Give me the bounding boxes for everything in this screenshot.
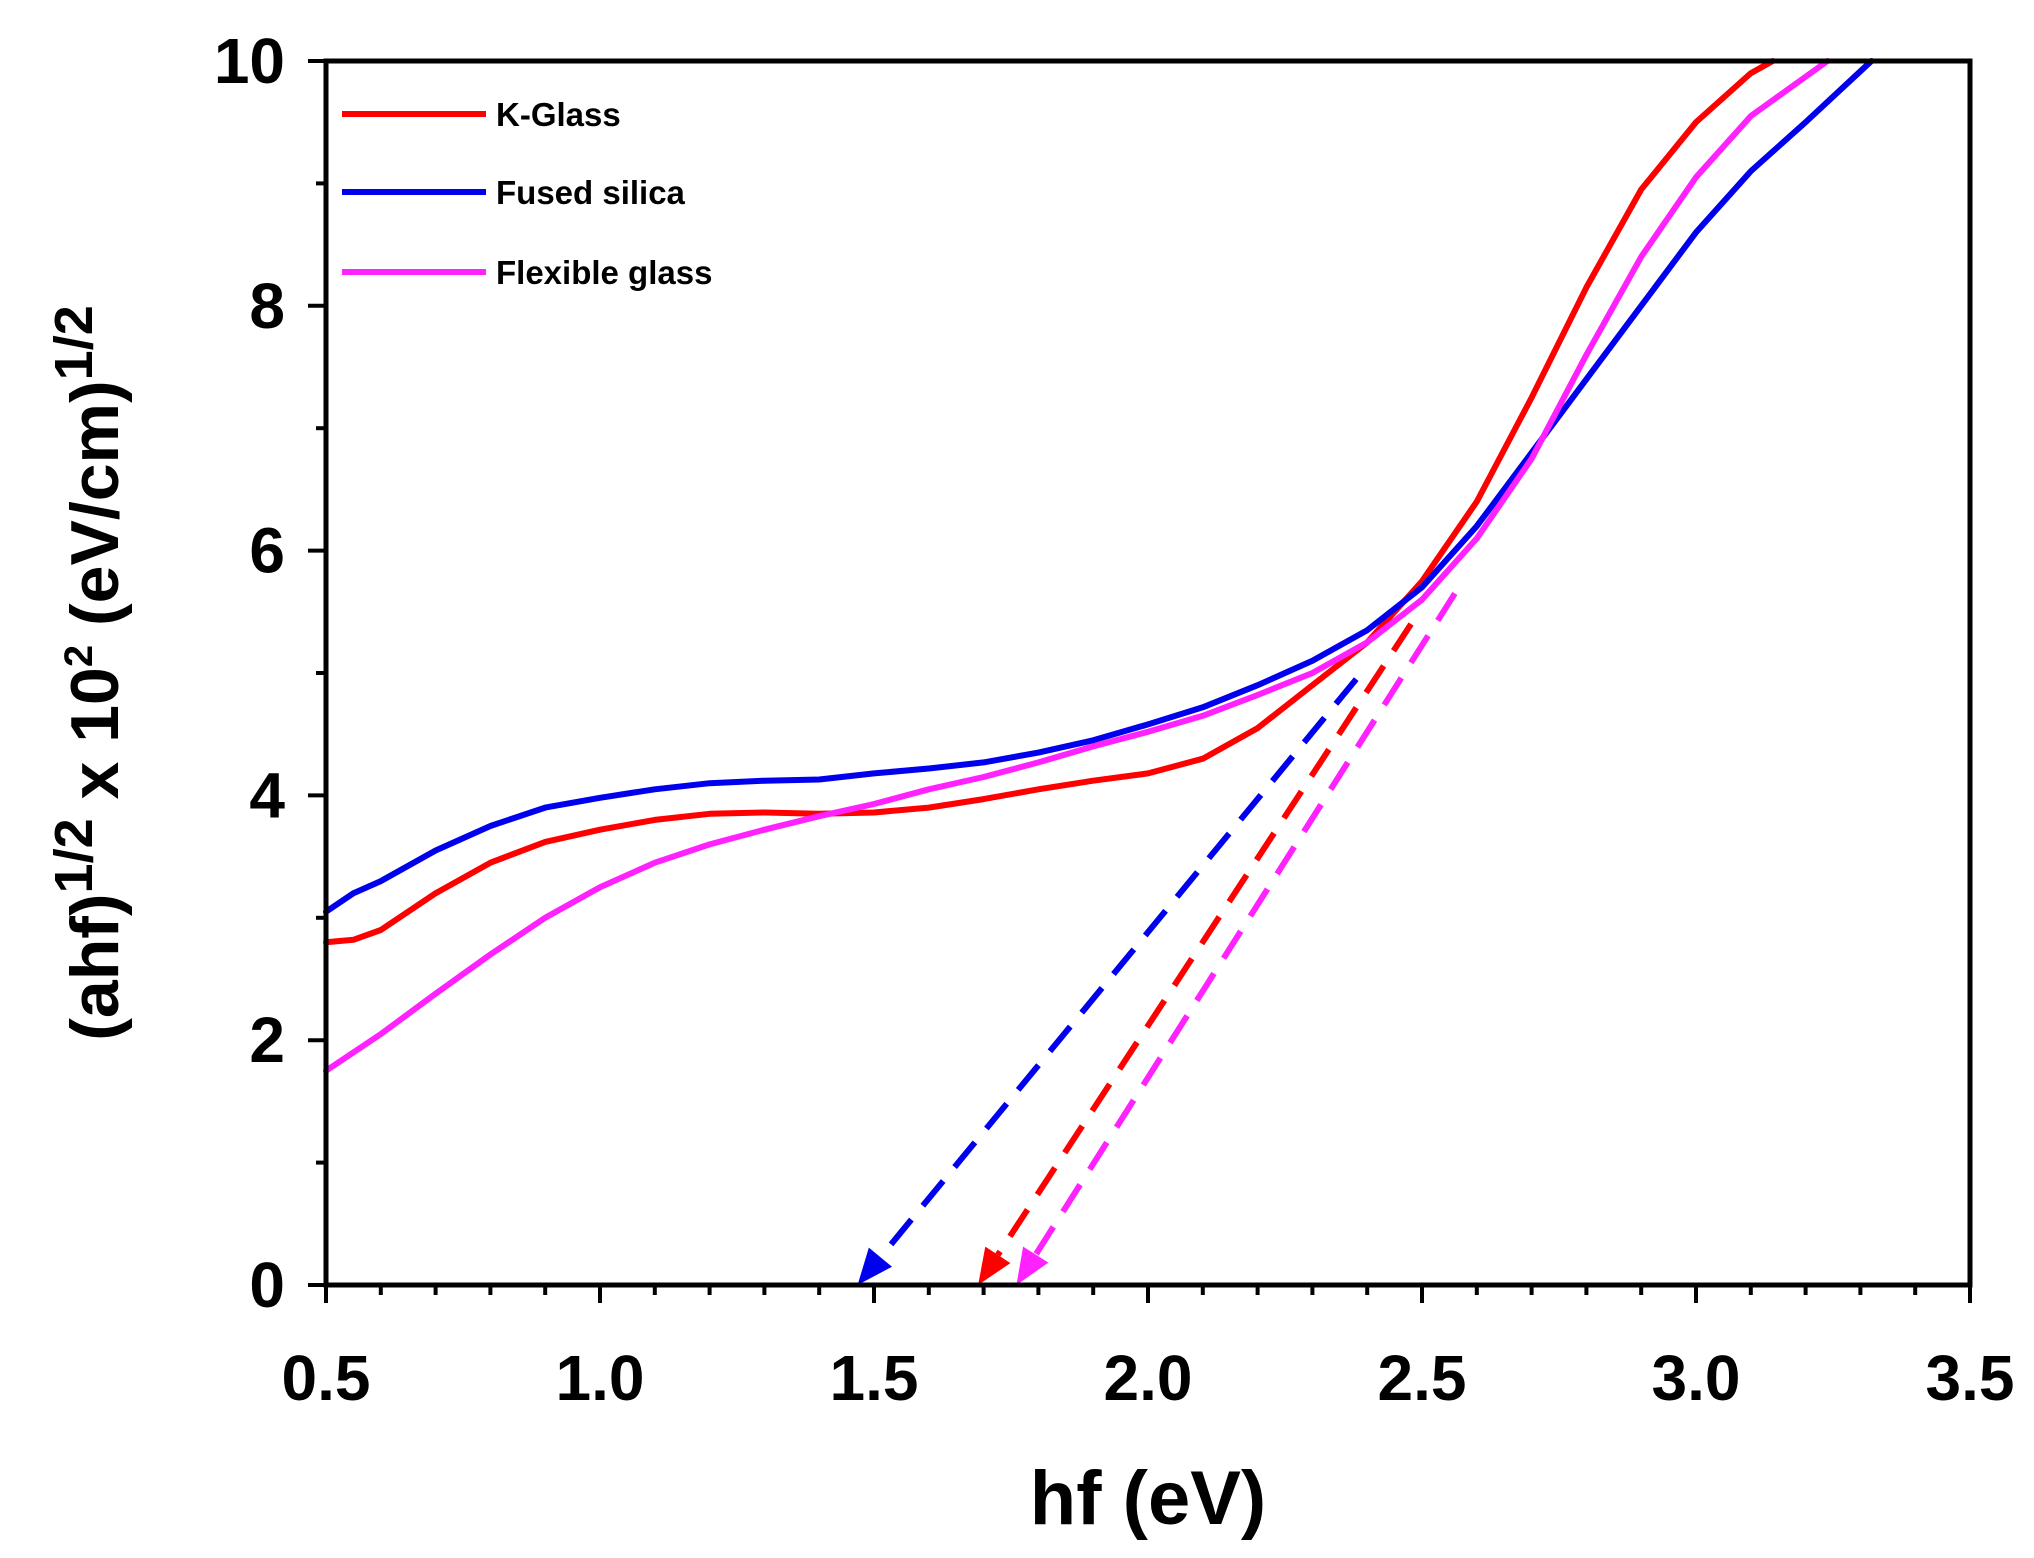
extrapolation-arrow-fused-silica bbox=[857, 1247, 893, 1285]
legend-label-fused-silica: Fused silica bbox=[496, 174, 686, 211]
data-series bbox=[323, 58, 1875, 1074]
y-axis-title-base: (ahf) bbox=[57, 893, 133, 1040]
y-tick-label: 10 bbox=[214, 25, 285, 97]
extrapolation-arrow-k-glass bbox=[978, 1246, 1011, 1285]
y-axis-title-exponent-2: 2 bbox=[57, 645, 101, 667]
y-axis-title: (ahf)1/2 x 102 (eV/cm)1/2 bbox=[44, 305, 133, 1040]
y-tick-label: 2 bbox=[249, 1004, 285, 1076]
legend-label-flexible-glass: Flexible glass bbox=[496, 254, 712, 291]
y-axis-title-exponent-3: 1/2 bbox=[44, 305, 104, 380]
y-axis-title-exponent-1: 1/2 bbox=[44, 818, 104, 893]
plot-frame bbox=[323, 58, 1973, 1288]
y-tick-label: 6 bbox=[249, 515, 285, 587]
extrapolation-lines bbox=[857, 591, 1458, 1285]
legend-label-k-glass: K-Glass bbox=[496, 96, 621, 133]
x-tick-label: 3.0 bbox=[1652, 1342, 1741, 1414]
y-axis-title-unit: (eV/cm) bbox=[57, 380, 133, 645]
extrapolation-line-fused-silica bbox=[878, 677, 1359, 1260]
y-tick-label: 4 bbox=[249, 759, 285, 831]
x-tick-label: 1.0 bbox=[556, 1342, 645, 1414]
y-axis-title-multiplier: x 10 bbox=[57, 667, 133, 818]
axis-tick-labels: 0.5 1.0 1.5 2.0 2.5 3.0 3.5 0 2 4 6 8 10 bbox=[214, 25, 2015, 1414]
x-tick-label: 2.5 bbox=[1378, 1342, 1467, 1414]
series-line-flexible-glass bbox=[323, 58, 1831, 1074]
x-axis-title: hf (eV) bbox=[1030, 1456, 1266, 1541]
y-tick-label: 0 bbox=[249, 1249, 285, 1321]
x-tick-label: 1.5 bbox=[830, 1342, 919, 1414]
extrapolation-line-flexible-glass bbox=[1033, 591, 1458, 1257]
series-line-fused-silica bbox=[323, 58, 1875, 915]
x-tick-label: 0.5 bbox=[282, 1342, 371, 1414]
x-tick-label: 2.0 bbox=[1104, 1342, 1193, 1414]
extrapolation-arrow-flexible-glass bbox=[1016, 1246, 1049, 1285]
extrapolation-line-k-glass bbox=[995, 622, 1414, 1257]
x-tick-label: 3.5 bbox=[1926, 1342, 2015, 1414]
series-line-k-glass bbox=[323, 58, 1776, 946]
y-tick-label: 8 bbox=[249, 270, 285, 342]
legend: K-Glass Fused silica Flexible glass bbox=[342, 96, 712, 291]
